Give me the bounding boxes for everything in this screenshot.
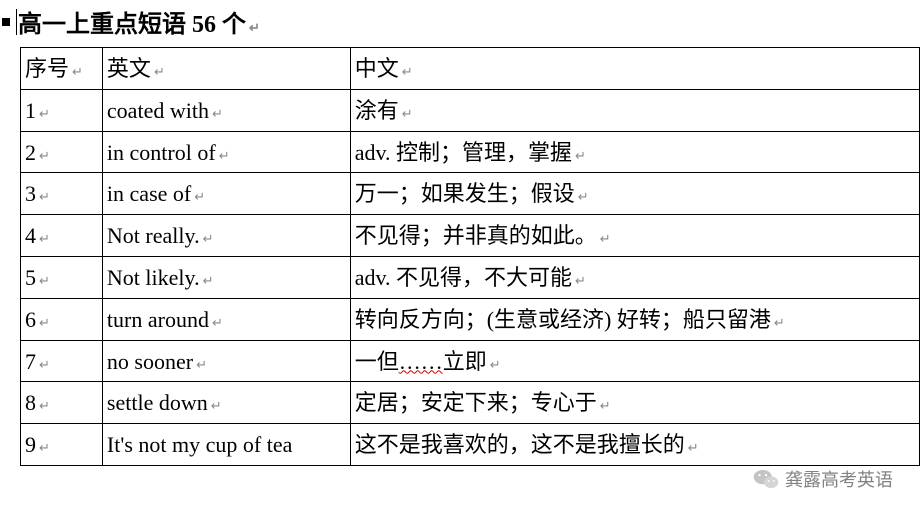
- wechat-icon: [753, 468, 779, 490]
- cell-index: 4↵: [21, 215, 103, 257]
- table-row: 9↵ It's not my cup of tea 这不是我喜欢的，这不是我擅长…: [21, 424, 920, 466]
- cell-index: 9↵: [21, 424, 103, 466]
- cell-chinese: 涂有↵: [350, 89, 919, 131]
- cell-chinese: 转向反方向；(生意或经济) 好转；船只留港↵: [350, 298, 919, 340]
- table-row: 1↵ coated with↵ 涂有↵: [21, 89, 920, 131]
- table-header-row: 序号↵ 英文↵ 中文↵: [21, 48, 920, 90]
- watermark-text: 龚露高考英语: [785, 466, 893, 492]
- bullet-marker: [2, 18, 10, 26]
- cell-english: turn around↵: [102, 298, 350, 340]
- table-row: 7↵ no sooner↵ 一但……立即↵: [21, 340, 920, 382]
- cell-chinese: 一但……立即↵: [350, 340, 919, 382]
- cell-index: 5↵: [21, 256, 103, 298]
- cell-english: It's not my cup of tea: [102, 424, 350, 466]
- cell-index: 2↵: [21, 131, 103, 173]
- cell-index: 3↵: [21, 173, 103, 215]
- return-mark-icon: ↵: [249, 20, 260, 36]
- cell-chinese: 这不是我喜欢的，这不是我擅长的↵: [350, 424, 919, 466]
- cell-english: no sooner↵: [102, 340, 350, 382]
- cell-chinese: adv. 控制；管理，掌握↵: [350, 131, 919, 173]
- cell-chinese: 万一；如果发生；假设↵: [350, 173, 919, 215]
- vocabulary-table: 序号↵ 英文↵ 中文↵ 1↵ coated with↵ 涂有↵ 2↵ in co…: [20, 47, 920, 466]
- table-row: 2↵ in control of↵ adv. 控制；管理，掌握↵: [21, 131, 920, 173]
- cell-english: settle down↵: [102, 382, 350, 424]
- watermark: 龚露高考英语: [753, 466, 893, 492]
- table-row: 4↵ Not really.↵ 不见得；并非真的如此。↵: [21, 215, 920, 257]
- title-text: 高一上重点短语 56 个: [18, 4, 246, 39]
- header-english: 英文↵: [102, 48, 350, 90]
- cell-index: 8↵: [21, 382, 103, 424]
- spellcheck-underline: ……: [399, 349, 443, 374]
- cell-english: Not likely.↵: [102, 256, 350, 298]
- cell-index: 6↵: [21, 298, 103, 340]
- document-title-row: 高一上重点短语 56 个 ↵: [0, 0, 923, 47]
- text-cursor: [16, 9, 17, 35]
- cell-english: Not really.↵: [102, 215, 350, 257]
- cell-index: 7↵: [21, 340, 103, 382]
- table-row: 8↵ settle down↵ 定居；安定下来；专心于↵: [21, 382, 920, 424]
- table-row: 3↵ in case of↵ 万一；如果发生；假设↵: [21, 173, 920, 215]
- cell-chinese: 定居；安定下来；专心于↵: [350, 382, 919, 424]
- header-chinese: 中文↵: [350, 48, 919, 90]
- document-title: 高一上重点短语 56 个 ↵: [18, 4, 260, 39]
- cell-english: in control of↵: [102, 131, 350, 173]
- cell-chinese: 不见得；并非真的如此。↵: [350, 215, 919, 257]
- cell-index: 1↵: [21, 89, 103, 131]
- cell-english: in case of↵: [102, 173, 350, 215]
- cell-chinese: adv. 不见得，不大可能↵: [350, 256, 919, 298]
- table-row: 6↵ turn around↵ 转向反方向；(生意或经济) 好转；船只留港↵: [21, 298, 920, 340]
- table-row: 5↵ Not likely.↵ adv. 不见得，不大可能↵: [21, 256, 920, 298]
- cell-english: coated with↵: [102, 89, 350, 131]
- header-index: 序号↵: [21, 48, 103, 90]
